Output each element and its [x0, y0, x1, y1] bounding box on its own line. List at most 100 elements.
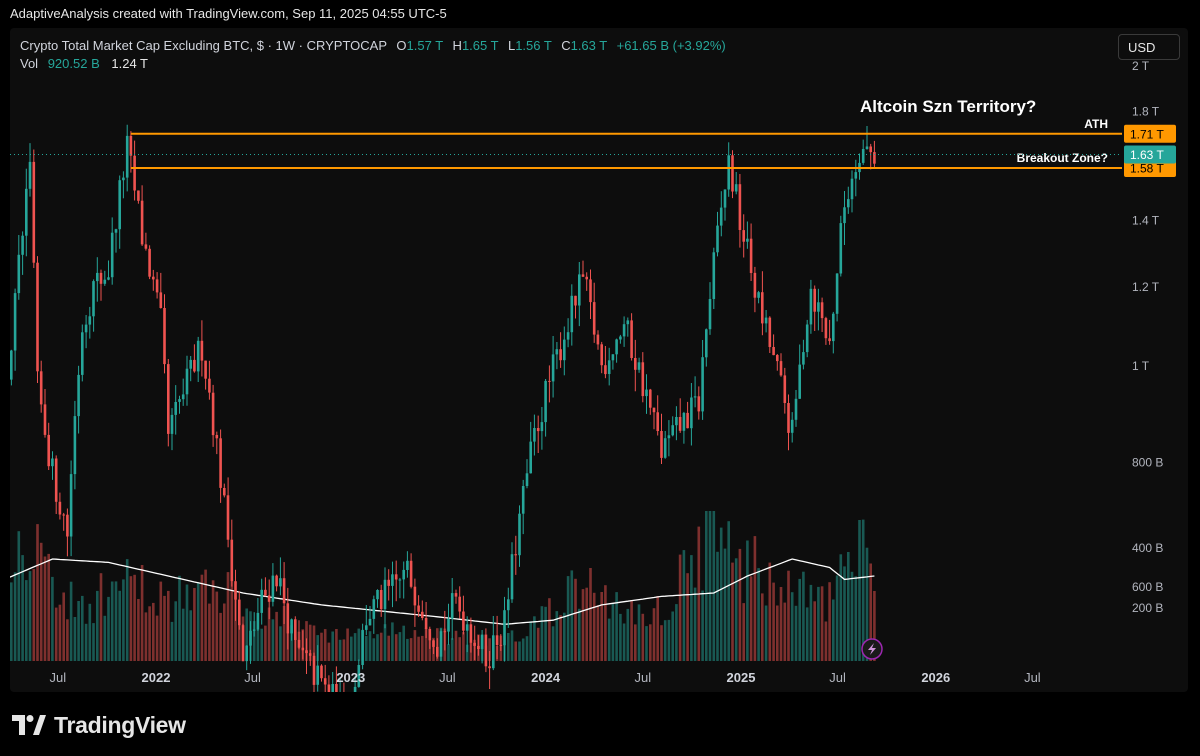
symbol-title[interactable]: Crypto Total Market Cap Excluding BTC, $… [20, 38, 387, 53]
high-label: H [452, 38, 462, 53]
candle [574, 295, 577, 306]
candle [817, 302, 820, 312]
volume-bar [69, 581, 73, 661]
tradingview-brand: TradingView [54, 711, 186, 738]
candle [794, 398, 798, 420]
candle [43, 404, 47, 435]
candle [824, 318, 828, 339]
candle [656, 412, 659, 431]
candle [238, 599, 241, 626]
volume-bar [622, 623, 626, 661]
volume-bar [144, 612, 148, 661]
low-label: L [507, 38, 516, 53]
candle [252, 629, 256, 631]
volume-bar [81, 595, 84, 661]
candle [626, 320, 630, 325]
candle [495, 635, 499, 645]
volume-bar [350, 636, 353, 661]
volume-bar [66, 619, 69, 661]
low-value: 1.56 T [515, 38, 552, 53]
candle [525, 473, 529, 486]
volume-bar [712, 511, 716, 661]
lightning-icon[interactable] [861, 638, 883, 660]
candle [376, 590, 379, 600]
candle [690, 397, 693, 429]
candle [230, 539, 234, 582]
candle [454, 593, 458, 597]
volume-bar [533, 616, 536, 661]
volume-bar [152, 602, 155, 661]
candle [297, 639, 301, 648]
volume-bar [96, 590, 99, 661]
volume-bar [379, 632, 383, 661]
candle [540, 422, 544, 432]
candle [275, 575, 278, 587]
volume-bar [847, 552, 850, 661]
volume-bar [824, 621, 828, 661]
candle [421, 611, 424, 618]
volume-bar [514, 641, 517, 661]
volume-bar [693, 587, 697, 661]
candle [36, 262, 39, 372]
candle [832, 313, 835, 342]
candle [581, 274, 585, 277]
volume-bar [215, 591, 219, 661]
candle [813, 288, 816, 312]
volume-bar [753, 536, 757, 661]
candle [211, 392, 215, 436]
candle [469, 624, 473, 643]
volume-bar [873, 591, 876, 661]
volume-bar [450, 638, 454, 661]
candle [409, 560, 413, 587]
candle [361, 629, 364, 665]
volume-bar [828, 582, 831, 661]
volume-bar [17, 531, 21, 661]
candle [178, 399, 181, 402]
candle [185, 368, 189, 395]
chart-legend: Crypto Total Market Cap Excluding BTC, $… [20, 38, 726, 53]
volume-bar [447, 644, 450, 661]
candle [234, 581, 237, 600]
volume-bar [99, 573, 103, 661]
candle [379, 590, 383, 610]
candle [256, 612, 260, 630]
candle [260, 589, 263, 613]
volume-bar [181, 608, 185, 661]
volume-bar [507, 633, 510, 661]
candle [790, 419, 794, 433]
volume-bar [114, 581, 118, 661]
volume-bar [794, 605, 798, 661]
candle [81, 332, 84, 375]
high-value: 1.65 T [461, 38, 499, 53]
candle [417, 605, 420, 612]
candle [536, 428, 540, 432]
volume-bar [611, 603, 615, 661]
volume-label[interactable]: Vol [20, 56, 39, 71]
tradingview-logo[interactable]: TradingView [12, 712, 186, 738]
volume-bar [854, 576, 858, 661]
candle [163, 308, 166, 365]
candle [607, 360, 611, 374]
candle [200, 340, 204, 361]
volume-bar [327, 642, 331, 661]
currency-button[interactable]: USD [1118, 34, 1180, 60]
candle [742, 230, 745, 242]
candle [518, 513, 521, 556]
volume-bar [637, 604, 641, 661]
candle [731, 155, 734, 192]
volume-bar [118, 590, 121, 661]
candle [649, 389, 652, 408]
volume-bar [47, 553, 50, 661]
candle [122, 177, 125, 181]
volume-bar [10, 582, 13, 661]
volume-bar [652, 608, 656, 661]
volume-bar [731, 562, 734, 661]
volume-bar [271, 619, 275, 661]
volume-bar [798, 578, 801, 661]
time-axis-tick: Jul [244, 670, 261, 685]
candle [331, 684, 334, 692]
volume-bar [323, 629, 327, 661]
volume-bar [678, 554, 682, 661]
